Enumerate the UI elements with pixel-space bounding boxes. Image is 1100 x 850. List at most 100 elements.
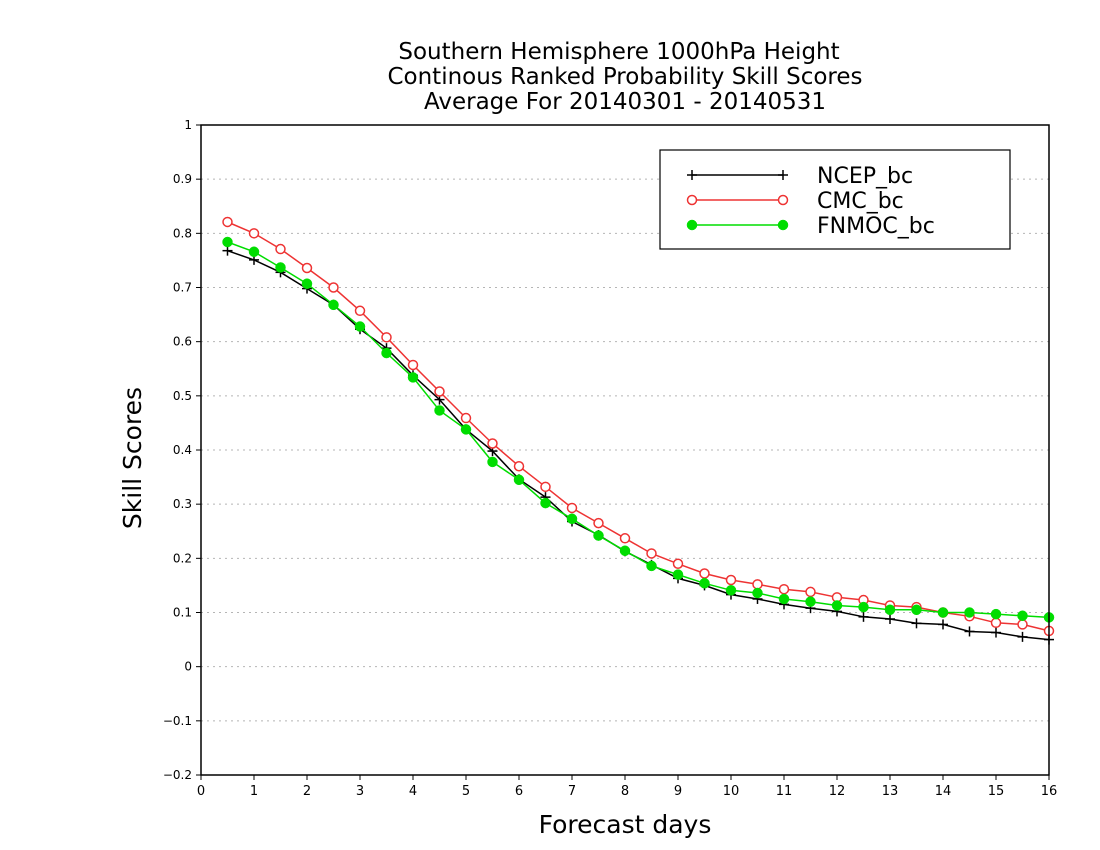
data-point-fnmoc-bc: [328, 299, 339, 311]
data-point-cmc-bc: [990, 617, 1002, 629]
legend-marker-start: [686, 219, 698, 231]
data-point-ncep-bc: [858, 611, 869, 622]
x-tick-label: 8: [621, 784, 629, 799]
data-point-ncep-bc: [911, 618, 922, 629]
x-tick-label: 14: [935, 784, 952, 799]
data-point-fnmoc-bc: [805, 596, 816, 607]
data-point-fnmoc-bc: [752, 587, 763, 599]
data-point-cmc-bc: [407, 359, 419, 371]
data-point-fnmoc-bc: [619, 545, 631, 556]
x-tick-label: 0: [197, 784, 205, 799]
y-tick-label: 1: [184, 118, 192, 132]
x-tick-label: 15: [988, 784, 1005, 799]
data-point-fnmoc-bc: [434, 405, 445, 416]
data-point-fnmoc-bc: [672, 569, 684, 580]
data-point-cmc-bc: [328, 282, 339, 293]
data-point-fnmoc-bc: [911, 604, 922, 616]
y-tick-label: 0.8: [173, 226, 192, 240]
data-point-fnmoc-bc: [222, 236, 233, 248]
data-point-fnmoc-bc: [354, 321, 366, 332]
series-fnmoc-bc: [222, 236, 1055, 623]
data-point-fnmoc-bc: [990, 608, 1002, 620]
data-point-fnmoc-bc: [937, 607, 949, 618]
x-tick-label: 3: [356, 784, 364, 799]
y-tick-label: 0.1: [173, 606, 192, 620]
data-point-fnmoc-bc: [460, 424, 472, 435]
data-point-cmc-bc: [725, 574, 737, 586]
y-tick-label: 0.9: [173, 172, 192, 186]
data-point-ncep-bc: [991, 627, 1001, 638]
data-point-fnmoc-bc: [407, 372, 419, 383]
data-point-cmc-bc: [1017, 619, 1028, 630]
legend-item-cmc-bc: CMC_bc: [686, 189, 904, 214]
data-point-fnmoc-bc: [593, 530, 604, 541]
data-point-fnmoc-bc: [646, 560, 657, 572]
data-point-cmc-bc: [301, 262, 313, 274]
data-point-fnmoc-bc: [275, 262, 286, 273]
chart-title: Southern Hemisphere 1000hPa Height Conti…: [387, 39, 862, 115]
data-point-cmc-bc: [487, 438, 498, 449]
data-point-fnmoc-bc: [964, 607, 975, 618]
grid: [201, 178, 1049, 722]
legend-marker-end: [777, 219, 789, 231]
x-tick-label: 11: [776, 784, 793, 799]
x-tick-label: 12: [829, 784, 846, 799]
data-point-cmc-bc: [275, 243, 286, 255]
data-point-fnmoc-bc: [513, 474, 525, 486]
data-point-fnmoc-bc: [725, 585, 737, 596]
y-tick-label: 0.5: [173, 389, 192, 403]
legend-marker-start: [686, 194, 698, 206]
data-point-cmc-bc: [434, 386, 445, 397]
y-tick-label: 0.6: [173, 335, 192, 349]
data-point-cmc-bc: [646, 548, 657, 559]
series-line-ncep-bc: [227, 249, 1050, 641]
data-point-fnmoc-bc: [699, 578, 710, 589]
data-point-cmc-bc: [513, 461, 525, 472]
data-point-cmc-bc: [248, 228, 260, 239]
series-cmc-bc: [222, 216, 1055, 637]
x-tick-label: 6: [515, 784, 523, 799]
title-line-3: Average For 20140301 - 20140531: [424, 89, 826, 115]
data-point-fnmoc-bc: [858, 601, 869, 613]
legend-label: CMC_bc: [817, 189, 904, 214]
series-line-fnmoc-bc: [227, 241, 1050, 619]
x-tick-label: 1: [250, 784, 258, 799]
x-tick-label: 16: [1041, 784, 1058, 799]
data-point-cmc-bc: [699, 568, 710, 579]
y-tick-label: −0.1: [163, 714, 192, 728]
x-tick-label: 2: [303, 784, 311, 799]
data-point-fnmoc-bc: [778, 593, 790, 605]
data-point-fnmoc-bc: [301, 278, 313, 289]
plot-frame: [200, 124, 1050, 776]
data-point-cmc-bc: [354, 305, 366, 317]
series-ncep-bc: [222, 245, 1054, 645]
y-tick-label: −0.2: [163, 768, 192, 782]
x-tick-label: 5: [462, 784, 470, 799]
legend-marker-end: [777, 194, 789, 206]
data-point-cmc-bc: [593, 517, 604, 529]
data-point-fnmoc-bc: [381, 347, 392, 359]
data-point-cmc-bc: [566, 502, 578, 514]
legend-label: NCEP_bc: [817, 164, 913, 189]
data-point-cmc-bc: [672, 558, 684, 569]
data-point-cmc-bc: [752, 579, 763, 590]
y-tick-label: 0: [184, 660, 192, 674]
legend-marker-end: [778, 170, 788, 180]
data-point-cmc-bc: [805, 586, 816, 598]
y-tick-label: 0.4: [173, 443, 192, 457]
data-point-ncep-bc: [1017, 631, 1028, 642]
legend-item-ncep-bc: NCEP_bc: [687, 164, 913, 189]
legend-marker-start: [687, 170, 697, 180]
x-tick-label: 9: [674, 784, 682, 799]
x-tick-label: 7: [568, 784, 576, 799]
data-point-fnmoc-bc: [1017, 610, 1028, 621]
data-point-fnmoc-bc: [540, 497, 551, 509]
x-tick-label: 4: [409, 784, 417, 799]
x-tick-label: 10: [723, 784, 740, 799]
data-point-ncep-bc: [964, 626, 975, 637]
data-point-ncep-bc: [222, 245, 233, 256]
title-line-1: Southern Hemisphere 1000hPa Height: [398, 39, 839, 65]
y-tick-label: 0.7: [173, 281, 192, 295]
